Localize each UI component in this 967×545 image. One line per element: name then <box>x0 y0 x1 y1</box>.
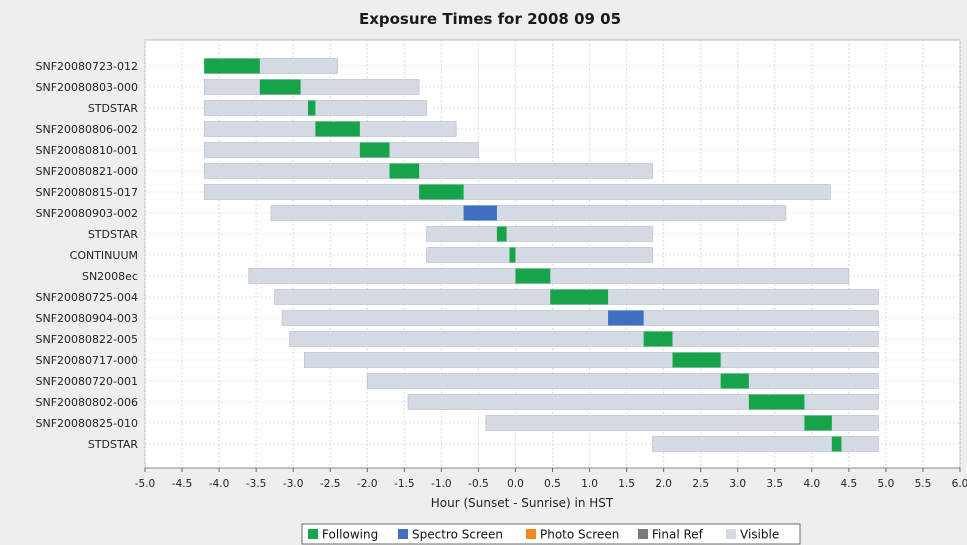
exposure-bar-17 <box>804 415 832 431</box>
x-tick-label-1: -4.5 <box>172 478 193 490</box>
category-label-0: SNF20080723-012 <box>36 60 139 73</box>
x-tick-label-6: -2.0 <box>357 478 378 490</box>
visible-bar-13 <box>289 331 879 347</box>
visible-bar-5 <box>203 163 653 179</box>
exposure-bar-12 <box>608 310 644 326</box>
legend-swatch-4 <box>726 529 736 539</box>
legend-label-2: Photo Screen <box>540 528 619 542</box>
x-tick-label-2: -4.0 <box>209 478 230 490</box>
category-labels: SNF20080723-012 SNF20080803-000 STDSTAR SNF… <box>36 60 139 451</box>
x-tick-label-7: -1.5 <box>394 478 415 490</box>
x-tick-label-17: 3.5 <box>766 478 783 490</box>
x-tick-label-18: 4.0 <box>803 478 820 490</box>
category-label-2: STDSTAR <box>88 102 139 115</box>
category-label-10: SN2008ec <box>82 270 138 283</box>
x-tick-label-13: 1.5 <box>618 478 635 490</box>
x-tick-label-9: -0.5 <box>468 478 489 490</box>
category-label-17: SNF20080825-010 <box>36 417 139 430</box>
category-label-1: SNF20080803-000 <box>36 81 139 94</box>
category-label-4: SNF20080810-001 <box>36 144 139 157</box>
exposure-bar-7 <box>463 205 497 221</box>
x-tick-label-21: 5.5 <box>915 478 932 490</box>
legend-swatch-0 <box>308 529 318 539</box>
exposure-bar-4 <box>359 142 390 158</box>
x-tick-label-0: -5.0 <box>135 478 156 490</box>
x-tick-label-5: -2.5 <box>320 478 341 490</box>
chart-title: Exposure Times for 2008 09 05 <box>359 10 621 28</box>
x-tick-label-10: 0.0 <box>507 478 524 490</box>
exposure-bar-8 <box>496 226 507 242</box>
category-label-8: STDSTAR <box>88 228 139 241</box>
legend-swatch-1 <box>398 529 408 539</box>
visible-bar-17 <box>485 415 879 431</box>
x-tick-label-8: -1.0 <box>431 478 452 490</box>
visible-bar-6 <box>203 184 831 200</box>
visible-bar-1 <box>203 79 420 95</box>
x-tick-label-14: 2.0 <box>655 478 672 490</box>
visible-bar-15 <box>366 373 879 389</box>
visible-bar-8 <box>426 226 653 242</box>
category-label-14: SNF20080717-000 <box>36 354 139 367</box>
x-tick-label-3: -3.5 <box>246 478 267 490</box>
legend-label-4: Visible <box>740 528 779 542</box>
x-tick-label-12: 1.0 <box>581 478 598 490</box>
exposure-bar-6 <box>419 184 464 200</box>
x-axis: -5.0 -4.5 -4.0 -3.5 -3.0 -2.5 -2.0 -1.5 -1.0 -0.5… <box>135 467 967 490</box>
x-tick-label-4: -3.0 <box>283 478 304 490</box>
exposure-bar-11 <box>550 289 609 305</box>
x-tick-label-11: 0.5 <box>544 478 561 490</box>
category-label-15: SNF20080720-001 <box>36 375 139 388</box>
visible-bar-12 <box>281 310 879 326</box>
visible-bar-9 <box>426 247 653 263</box>
visible-bar-14 <box>303 352 879 368</box>
legend-label-1: Spectro Screen <box>412 528 503 542</box>
exposure-bar-18 <box>831 436 842 452</box>
category-label-6: SNF20080815-017 <box>36 186 139 199</box>
category-label-3: SNF20080806-002 <box>36 123 139 136</box>
bars-group <box>203 58 879 452</box>
category-label-9: CONTINUUM <box>70 249 138 262</box>
legend-label-3: Final Ref <box>652 528 704 542</box>
exposure-bar-13 <box>643 331 673 347</box>
x-tick-label-20: 5.0 <box>878 478 895 490</box>
legend-swatch-3 <box>638 529 648 539</box>
legend-box <box>301 523 801 545</box>
x-tick-label-22: 6.0 <box>952 478 967 490</box>
x-axis-label: Hour (Sunset - Sunrise) in HST <box>431 496 614 510</box>
x-tick-label-16: 3.0 <box>729 478 746 490</box>
exposure-bar-5 <box>389 163 420 179</box>
exposure-bar-16 <box>748 394 805 410</box>
x-tick-label-19: 4.5 <box>841 478 858 490</box>
exposure-bar-9 <box>509 247 516 263</box>
legend: Following Spectro Screen Photo Screen Final… <box>301 523 801 545</box>
visible-bar-16 <box>407 394 879 410</box>
visible-bar-7 <box>270 205 787 221</box>
exposure-bar-15 <box>720 373 749 389</box>
category-label-5: SNF20080821-000 <box>36 165 139 178</box>
visible-bar-4 <box>203 142 479 158</box>
x-tick-label-15: 2.5 <box>692 478 709 490</box>
exposure-bar-0 <box>204 58 260 74</box>
exposure-bar-1 <box>259 79 301 95</box>
exposure-bar-10 <box>515 268 551 284</box>
category-label-16: SNF20080802-006 <box>36 396 139 409</box>
category-label-7: SNF20080903-002 <box>36 207 139 220</box>
exposure-bar-2 <box>308 100 316 116</box>
category-label-11: SNF20080725-004 <box>36 291 139 304</box>
legend-swatch-2 <box>526 529 536 539</box>
category-label-18: STDSTAR <box>88 438 139 451</box>
visible-bar-18 <box>652 436 879 452</box>
legend-label-0: Following <box>322 528 378 542</box>
category-label-12: SNF20080904-003 <box>36 312 139 325</box>
exposure-bar-3 <box>315 121 360 137</box>
category-label-13: SNF20080822-005 <box>36 333 139 346</box>
exposure-bar-14 <box>672 352 721 368</box>
